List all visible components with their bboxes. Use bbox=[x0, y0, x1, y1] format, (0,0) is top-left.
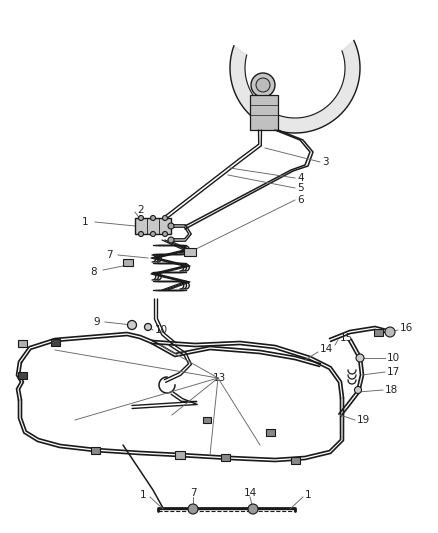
Circle shape bbox=[151, 231, 155, 237]
Circle shape bbox=[162, 215, 167, 221]
Text: 9: 9 bbox=[93, 317, 99, 327]
Text: 17: 17 bbox=[387, 367, 400, 377]
Text: 19: 19 bbox=[357, 415, 370, 425]
Circle shape bbox=[354, 386, 361, 393]
FancyBboxPatch shape bbox=[91, 447, 99, 454]
Polygon shape bbox=[230, 41, 360, 133]
Circle shape bbox=[356, 354, 364, 362]
Text: 14: 14 bbox=[320, 344, 333, 354]
Circle shape bbox=[248, 504, 258, 514]
Circle shape bbox=[188, 504, 198, 514]
Circle shape bbox=[151, 215, 155, 221]
FancyBboxPatch shape bbox=[50, 338, 60, 345]
Text: 14: 14 bbox=[244, 488, 257, 498]
Text: 18: 18 bbox=[385, 385, 398, 395]
Circle shape bbox=[138, 231, 144, 237]
FancyBboxPatch shape bbox=[374, 328, 382, 335]
FancyBboxPatch shape bbox=[220, 454, 230, 461]
Text: 6: 6 bbox=[297, 195, 304, 205]
FancyBboxPatch shape bbox=[123, 259, 133, 265]
Text: 16: 16 bbox=[400, 323, 413, 333]
FancyBboxPatch shape bbox=[184, 248, 196, 256]
Circle shape bbox=[256, 78, 270, 92]
Circle shape bbox=[145, 324, 152, 330]
Circle shape bbox=[251, 73, 275, 97]
FancyBboxPatch shape bbox=[135, 218, 171, 234]
Text: 3: 3 bbox=[322, 157, 328, 167]
Circle shape bbox=[168, 237, 174, 243]
Text: 5: 5 bbox=[297, 183, 304, 193]
Text: 13: 13 bbox=[213, 373, 226, 383]
Text: 15: 15 bbox=[340, 333, 353, 343]
Text: 4: 4 bbox=[297, 173, 304, 183]
Text: 1: 1 bbox=[305, 490, 311, 500]
FancyBboxPatch shape bbox=[203, 417, 211, 423]
FancyBboxPatch shape bbox=[265, 429, 275, 435]
Circle shape bbox=[138, 215, 144, 221]
Circle shape bbox=[127, 320, 137, 329]
Text: 7: 7 bbox=[106, 250, 113, 260]
Circle shape bbox=[385, 327, 395, 337]
FancyBboxPatch shape bbox=[290, 456, 300, 464]
Circle shape bbox=[162, 231, 167, 237]
Text: 1: 1 bbox=[140, 490, 147, 500]
FancyBboxPatch shape bbox=[175, 451, 185, 459]
Text: 8: 8 bbox=[90, 267, 97, 277]
FancyBboxPatch shape bbox=[18, 340, 27, 346]
Circle shape bbox=[168, 223, 174, 229]
Text: 10: 10 bbox=[155, 325, 168, 335]
FancyBboxPatch shape bbox=[250, 95, 278, 130]
Text: 7: 7 bbox=[190, 488, 197, 498]
Text: 10: 10 bbox=[387, 353, 400, 363]
Text: 2: 2 bbox=[137, 205, 144, 215]
FancyBboxPatch shape bbox=[18, 372, 27, 378]
Text: 1: 1 bbox=[82, 217, 88, 227]
